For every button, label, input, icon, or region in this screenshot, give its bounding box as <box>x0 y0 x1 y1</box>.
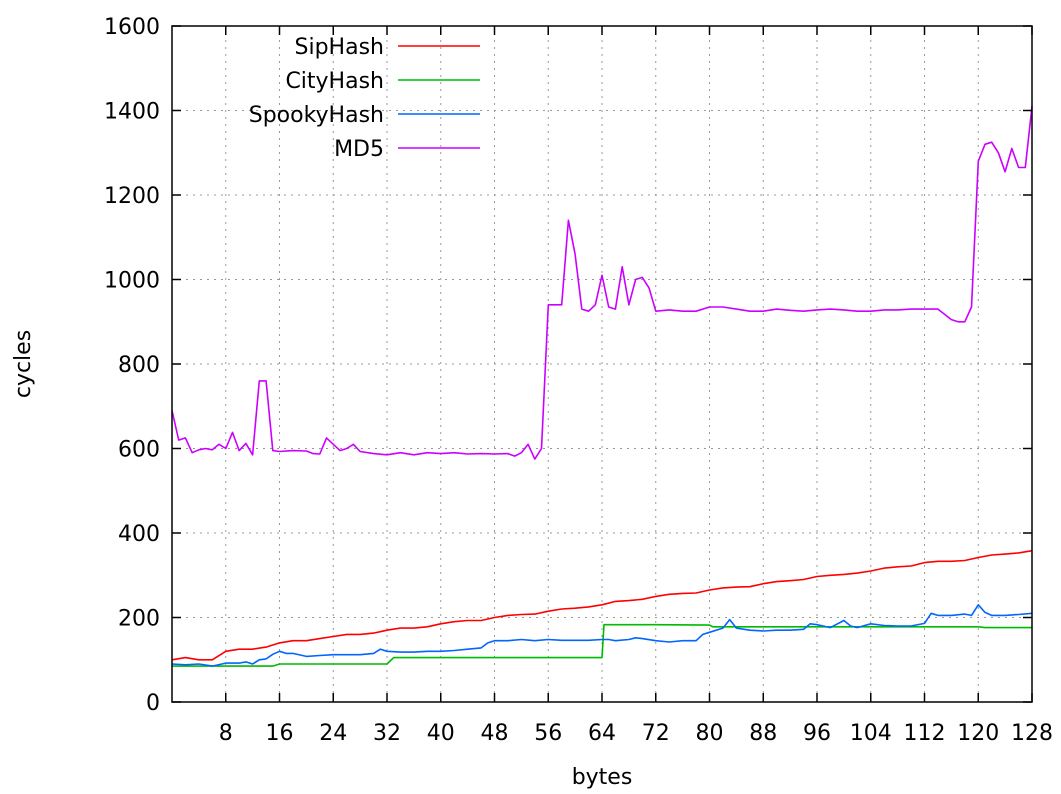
x-tick-label: 72 <box>642 721 670 746</box>
y-tick-label: 200 <box>118 607 160 632</box>
x-tick-label: 96 <box>803 721 831 746</box>
series-line-spookyhash <box>171 604 1033 667</box>
x-tick-label: 48 <box>481 721 509 746</box>
x-tick-label: 112 <box>904 721 946 746</box>
axis-ticks: 0 200 400 600 800 1000 1200 1400 1600 8 16 24 32 40 48… <box>104 15 1053 746</box>
y-tick-label: 400 <box>118 522 160 547</box>
legend: SipHash CityHash SpookyHash MD5 <box>249 35 480 162</box>
x-tick-label: 104 <box>850 721 892 746</box>
x-tick-label: 64 <box>588 721 616 746</box>
y-tick-label: 1000 <box>104 269 160 294</box>
y-tick-label: 0 <box>146 691 160 716</box>
legend-label-siphash: SipHash <box>295 35 384 60</box>
y-tick-label: 800 <box>118 353 160 378</box>
y-tick-label: 1200 <box>104 184 160 209</box>
x-tick-label: 16 <box>266 721 294 746</box>
series-lines <box>171 106 1033 667</box>
y-tick-label: 1400 <box>104 100 160 125</box>
legend-label-md5: MD5 <box>334 137 384 162</box>
x-tick-label: 8 <box>219 721 233 746</box>
x-tick-label: 24 <box>319 721 347 746</box>
legend-label-spookyhash: SpookyHash <box>249 103 384 128</box>
x-tick-label: 56 <box>534 721 562 746</box>
legend-label-cityhash: CityHash <box>285 69 384 94</box>
x-tick-label: 40 <box>427 721 455 746</box>
x-tick-label: 128 <box>1011 721 1053 746</box>
series-line-siphash <box>171 549 1033 661</box>
x-tick-label: 120 <box>957 721 999 746</box>
y-axis-label: cycles <box>11 330 36 398</box>
grid <box>172 26 1032 702</box>
y-tick-label: 1600 <box>104 15 160 40</box>
x-tick-label: 32 <box>373 721 401 746</box>
y-tick-label: 600 <box>118 438 160 463</box>
series-line-md5 <box>171 106 1033 460</box>
x-tick-label: 80 <box>696 721 724 746</box>
x-tick-label: 88 <box>749 721 777 746</box>
x-axis-label: bytes <box>572 765 633 790</box>
